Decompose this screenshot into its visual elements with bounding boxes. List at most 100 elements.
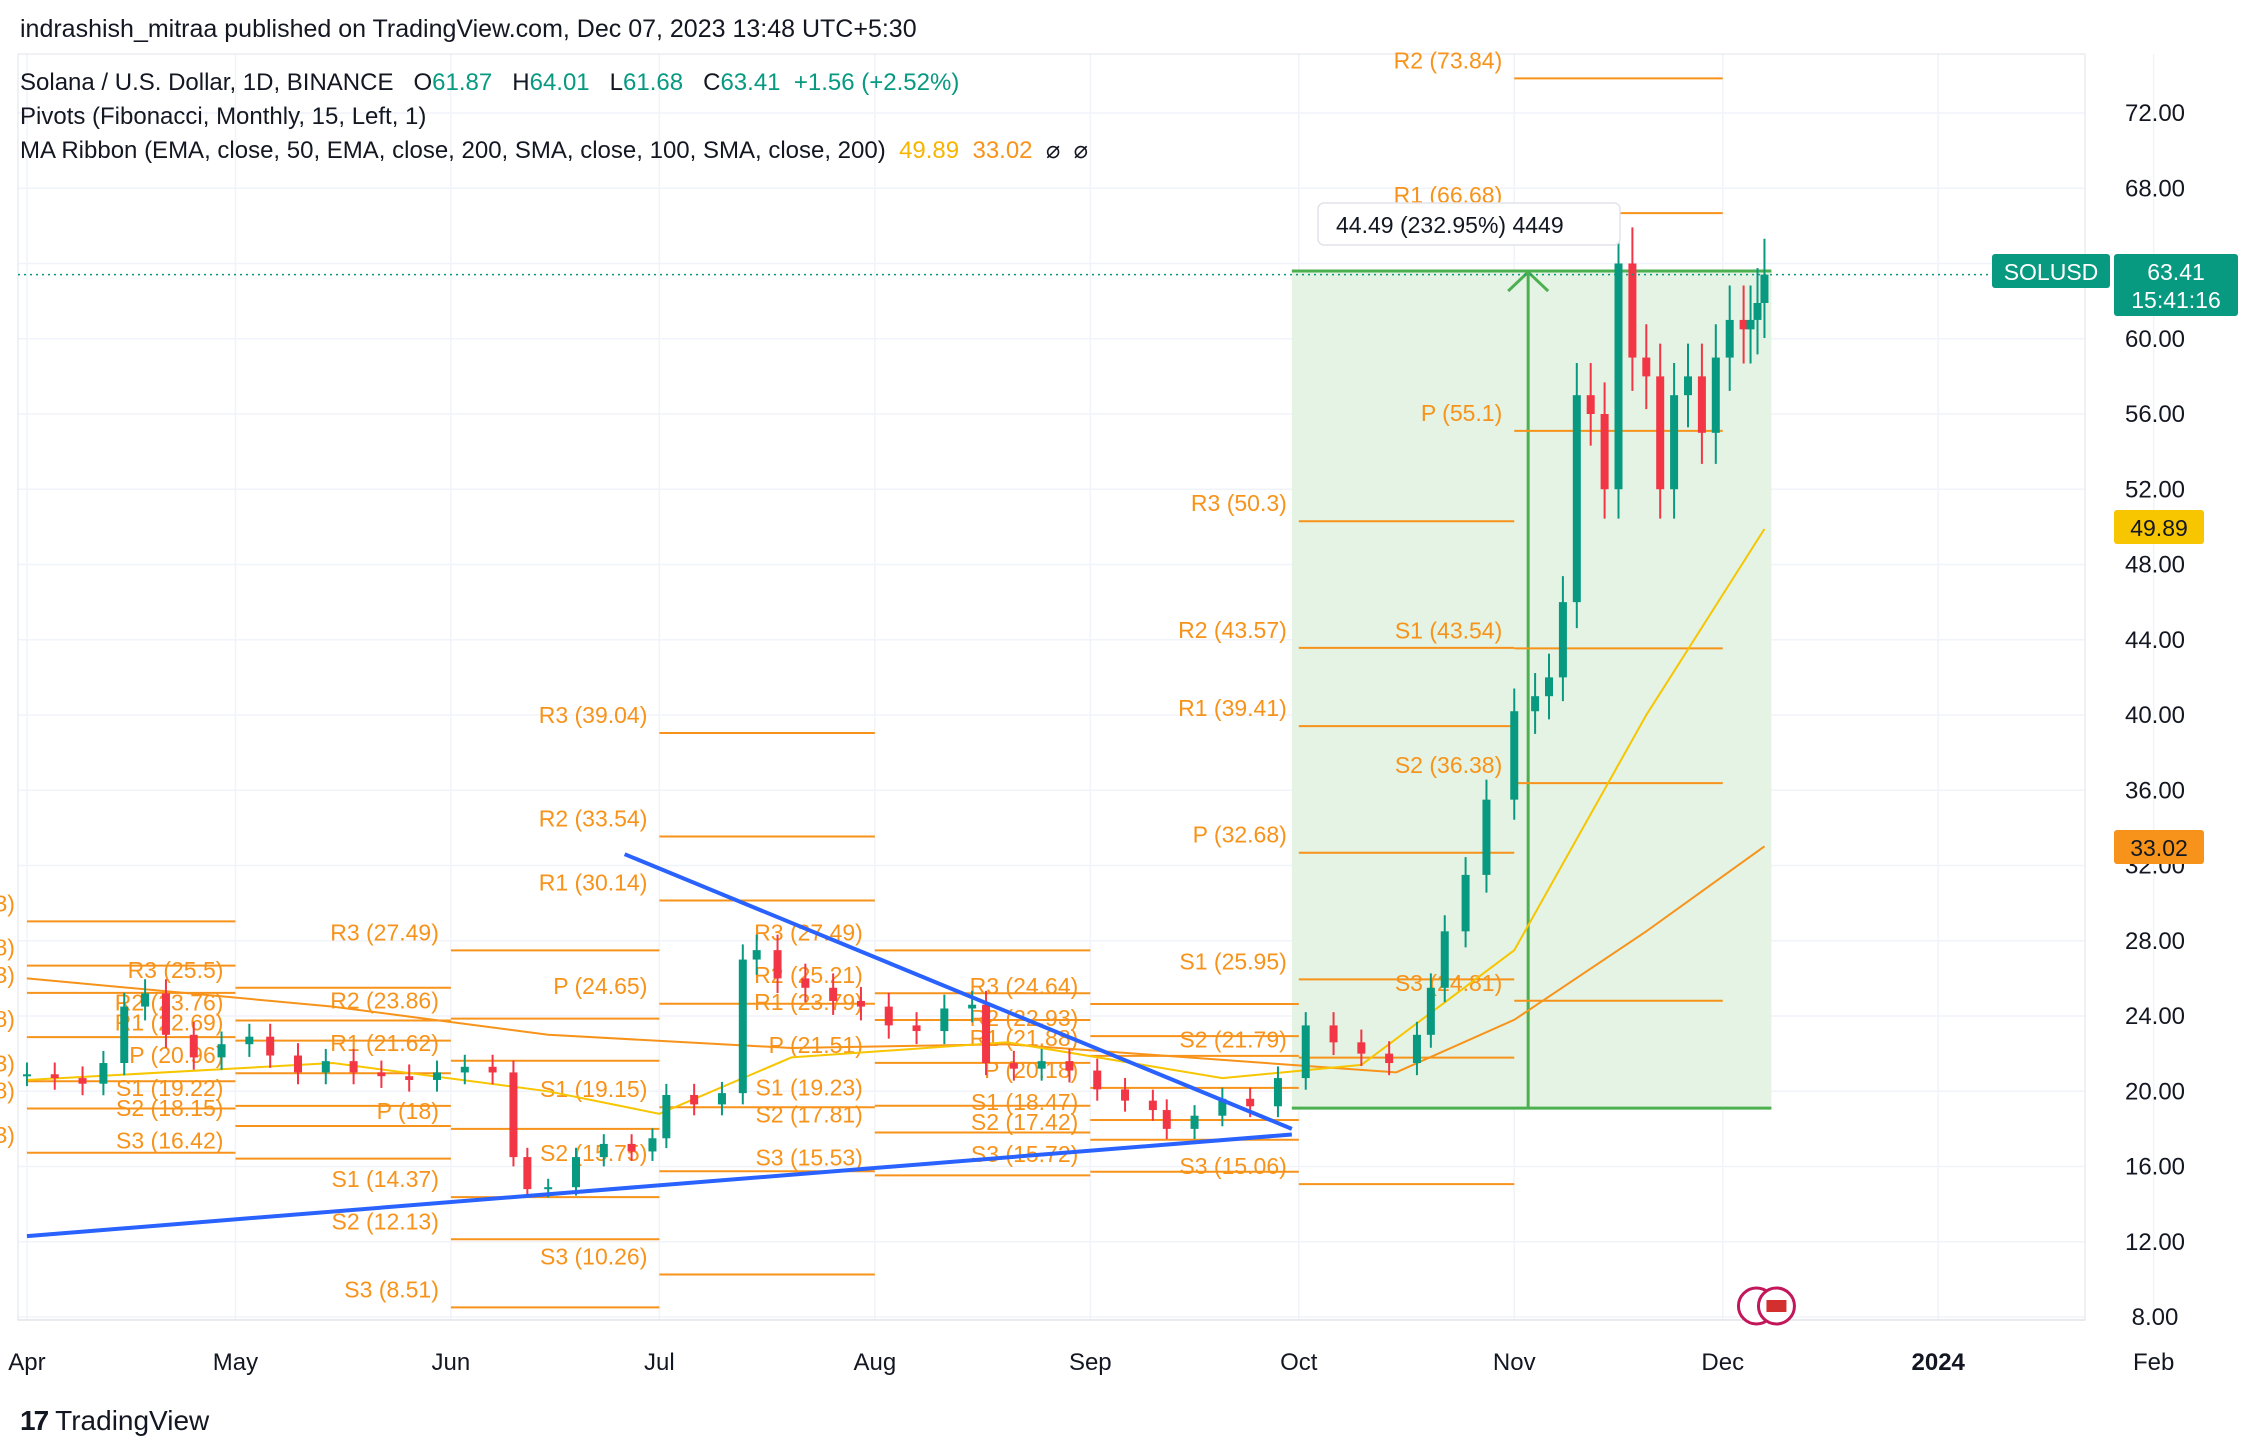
candle-body[interactable] <box>912 1025 921 1032</box>
candle-body[interactable] <box>1760 274 1769 304</box>
candle-body[interactable] <box>1545 677 1553 697</box>
candle-body[interactable] <box>1739 319 1748 330</box>
candle-body[interactable] <box>433 1072 441 1080</box>
candle-body[interactable] <box>738 959 747 1094</box>
symbol-badge[interactable] <box>1992 254 2110 288</box>
candle-body[interactable] <box>78 1078 87 1084</box>
candle-body[interactable] <box>1558 602 1567 678</box>
candle-body[interactable] <box>1572 395 1581 603</box>
candle-body[interactable] <box>1656 376 1665 490</box>
footer-brand[interactable]: 17 TradingView <box>20 1405 209 1437</box>
candle-body[interactable] <box>940 1008 949 1032</box>
open-value: 61.87 <box>432 69 493 96</box>
last-price-badge[interactable] <box>2114 254 2238 316</box>
publisher-line: indrashish_mitraa published on TradingVi… <box>20 15 917 43</box>
candle-body[interactable] <box>217 1044 226 1058</box>
candle-body[interactable] <box>1600 414 1609 490</box>
trendline[interactable] <box>623 852 1293 1131</box>
candle-body[interactable] <box>829 987 838 1001</box>
candle-body[interactable] <box>1385 1053 1394 1064</box>
candle-body[interactable] <box>773 950 782 979</box>
candle-body[interactable] <box>1148 1100 1157 1111</box>
candle-body[interactable] <box>1246 1098 1255 1107</box>
symbol-title[interactable]: Solana / U.S. Dollar, 1D, BINANCE <box>20 69 394 96</box>
trendline[interactable] <box>26 1132 1293 1239</box>
candle-body[interactable] <box>1440 931 1449 988</box>
candle-body[interactable] <box>1684 376 1692 396</box>
measure-range-box[interactable] <box>1291 271 1772 1109</box>
candle-body[interactable] <box>120 1006 129 1064</box>
candle-body[interactable] <box>50 1074 59 1079</box>
candle-body[interactable] <box>1614 263 1623 490</box>
candle-body[interactable] <box>1218 1098 1227 1116</box>
candle-body[interactable] <box>1329 1025 1338 1043</box>
ma-slow-badge <box>2114 830 2204 864</box>
candle-body[interactable] <box>627 1143 636 1152</box>
candle-body[interactable] <box>690 1095 699 1105</box>
candle-body[interactable] <box>1697 376 1706 433</box>
candle-body[interactable] <box>662 1095 671 1139</box>
candle-body[interactable] <box>1093 1070 1102 1090</box>
candle-body[interactable] <box>405 1076 414 1080</box>
candle-body[interactable] <box>1121 1089 1130 1101</box>
price-axis-tick: 12.00 <box>2125 1229 2185 1256</box>
candle-body[interactable] <box>1065 1061 1074 1071</box>
ma-ribbon-legend[interactable]: MA Ribbon (EMA, close, 50, EMA, close, 2… <box>20 136 1088 166</box>
pivot-level-label: R1 (23.79) <box>754 989 863 1015</box>
candle-body[interactable] <box>321 1061 330 1073</box>
candle-body[interactable] <box>189 1034 198 1058</box>
pivot-level-label: R2 (73.84) <box>1394 47 1503 73</box>
candle-body[interactable] <box>1482 799 1491 875</box>
candle-body[interactable] <box>1037 1061 1046 1069</box>
symbol-info[interactable]: Solana / U.S. Dollar, 1D, BINANCE O61.87… <box>20 68 959 98</box>
candle-body[interactable] <box>544 1187 553 1190</box>
candle-body[interactable] <box>1412 1034 1421 1064</box>
candle-body[interactable] <box>1531 696 1540 712</box>
candle-body[interactable] <box>99 1063 108 1084</box>
candle-body[interactable] <box>1586 395 1595 414</box>
candle-body[interactable] <box>509 1072 518 1158</box>
candle-body[interactable] <box>648 1138 657 1152</box>
candle-body[interactable] <box>460 1066 469 1073</box>
candle-body[interactable] <box>856 1000 865 1007</box>
candle-body[interactable] <box>488 1066 497 1073</box>
candle-body[interactable] <box>1711 357 1720 433</box>
pivot-level-label: R3 (24.64) <box>970 973 1079 999</box>
candle-body[interactable] <box>161 993 170 1035</box>
candle-body[interactable] <box>1461 874 1470 932</box>
candle-body[interactable] <box>884 1006 893 1026</box>
candle-body[interactable] <box>982 1004 991 1064</box>
candle-body[interactable] <box>245 1036 254 1045</box>
time-axis-tick: Jul <box>644 1349 675 1376</box>
candle-body[interactable] <box>523 1157 532 1190</box>
candle-body[interactable] <box>294 1055 302 1073</box>
candle-body[interactable] <box>1273 1078 1282 1107</box>
candle-body[interactable] <box>801 978 810 988</box>
candle-body[interactable] <box>752 950 761 960</box>
candle-body[interactable] <box>266 1036 275 1056</box>
candle-body[interactable] <box>1753 303 1762 320</box>
candle-body[interactable] <box>1162 1110 1171 1129</box>
candle-body[interactable] <box>1670 395 1679 490</box>
candle-body[interactable] <box>717 1093 726 1105</box>
candle-body[interactable] <box>1190 1115 1199 1129</box>
candle-body[interactable] <box>1357 1042 1366 1054</box>
candle-body[interactable] <box>349 1061 358 1073</box>
candle-body[interactable] <box>1628 263 1637 358</box>
candle-body[interactable] <box>1510 711 1519 800</box>
pivots-indicator-label[interactable]: Pivots (Fibonacci, Monthly, 15, Left, 1) <box>20 103 427 130</box>
candle-body[interactable] <box>141 993 150 1007</box>
candle-body[interactable] <box>599 1143 608 1158</box>
candle-body[interactable] <box>1746 319 1755 330</box>
pivot-level-label: S2 (21.79) <box>1179 1027 1286 1053</box>
candle-body[interactable] <box>968 1004 977 1009</box>
candle-body[interactable] <box>1426 987 1435 1035</box>
candle-body[interactable] <box>22 1074 31 1077</box>
candle-body[interactable] <box>1009 1063 1018 1069</box>
candle-body[interactable] <box>1642 357 1651 377</box>
candle-body[interactable] <box>377 1072 386 1077</box>
candle-body[interactable] <box>1301 1025 1310 1079</box>
candle-body[interactable] <box>1725 319 1734 358</box>
candle-body[interactable] <box>572 1157 580 1188</box>
